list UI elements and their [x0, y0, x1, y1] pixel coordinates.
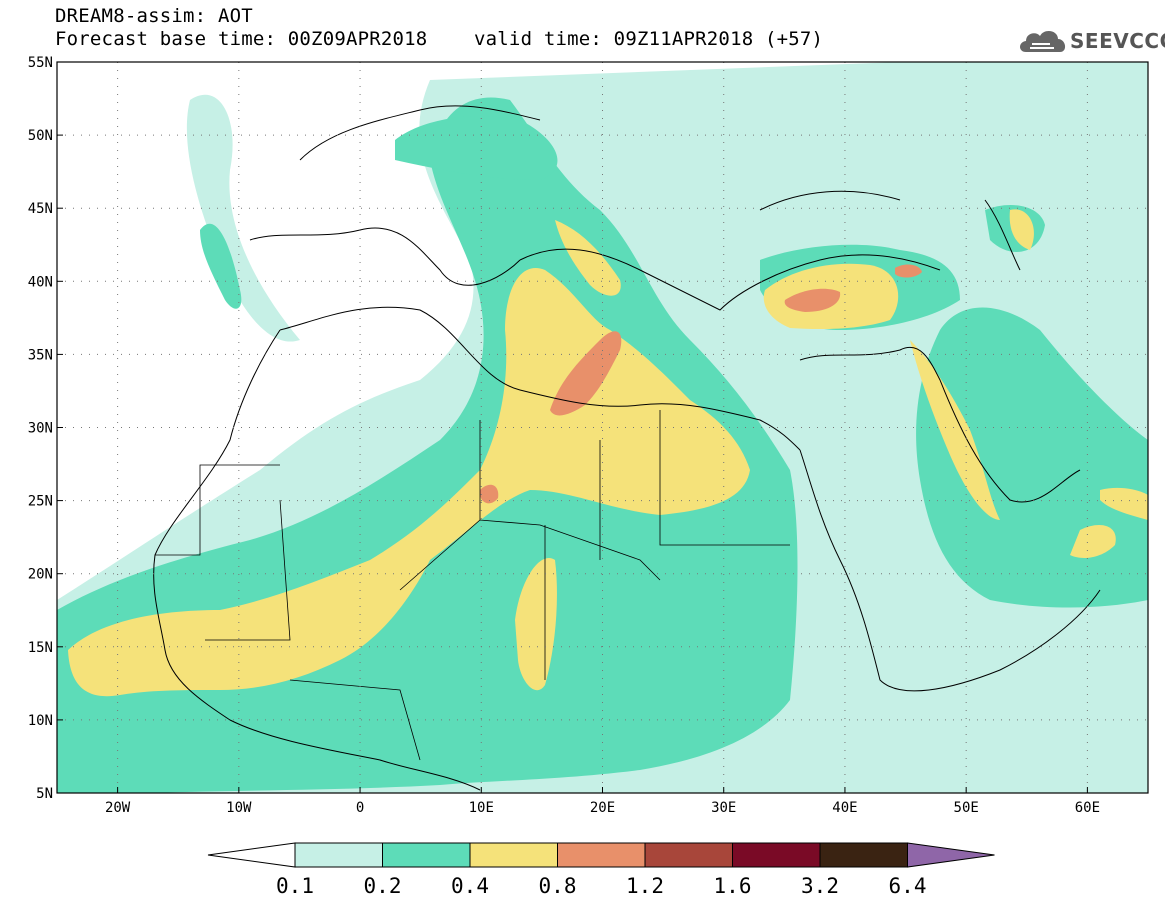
lat-tick-label: 30N [28, 421, 53, 437]
colorbar-label: 3.2 [801, 874, 839, 898]
cloud-icon [1020, 30, 1066, 52]
colorbar-swatch [644, 842, 733, 868]
colorbar-swatch [382, 842, 471, 868]
logo-text: SEEVCCC [1070, 29, 1165, 53]
colorbar-low-arrow [207, 842, 296, 868]
colorbar-swatch [294, 842, 383, 868]
lon-tick-label: 20E [590, 800, 615, 816]
lat-tick-label: 5N [36, 786, 53, 802]
lat-tick-label: 10N [28, 713, 53, 729]
axis-ticks: 20W 10W 0 10E 20E 30E 40E 50E 60E 55N 50N 45N 40N 35N… [28, 55, 1100, 816]
lat-tick-label: 40N [28, 274, 53, 290]
colorbar-label: 6.4 [889, 874, 927, 898]
colorbar-swatch [557, 842, 646, 868]
lat-tick-label: 45N [28, 201, 53, 217]
lon-tick-label: 60E [1075, 800, 1100, 816]
aot-band-0.8 [480, 264, 922, 504]
colorbar-label: 1.2 [626, 874, 664, 898]
lat-tick-label: 25N [28, 494, 53, 510]
colorbar-swatch [732, 842, 821, 868]
colorbar-label: 0.8 [539, 874, 577, 898]
colorbar-swatch [469, 842, 558, 868]
map-title: DREAM8-assim: AOT [55, 5, 253, 27]
lon-tick-label: 0 [356, 800, 364, 816]
colorbar-swatch [819, 842, 908, 868]
lat-tick-label: 35N [28, 347, 53, 363]
lat-tick-label: 55N [28, 55, 53, 71]
base-time-label: Forecast base time: 00Z09APR2018 [55, 28, 428, 50]
lon-tick-label: 10E [469, 800, 494, 816]
country-borders [155, 410, 790, 761]
map-subtitle: Forecast base time: 00Z09APR2018 valid t… [55, 29, 823, 49]
lon-tick-label: 20W [105, 800, 131, 816]
lat-tick-label: 50N [28, 128, 53, 144]
lon-tick-label: 10W [226, 800, 252, 816]
coastlines [153, 105, 1101, 791]
lat-tick-label: 15N [28, 640, 53, 656]
valid-time-label: valid time: 09Z11APR2018 (+57) [474, 28, 824, 50]
lon-tick-label: 30E [711, 800, 736, 816]
colorbar-label: 1.6 [714, 874, 752, 898]
lon-tick-label: 40E [832, 800, 857, 816]
lat-tick-label: 20N [28, 567, 53, 583]
colorbar-label: 0.2 [364, 874, 402, 898]
colorbar-high-arrow [907, 842, 995, 868]
colorbar-label: 0.1 [276, 874, 314, 898]
colorbar-label: 0.4 [451, 874, 489, 898]
lon-tick-label: 50E [954, 800, 979, 816]
aot-field [57, 62, 1148, 793]
